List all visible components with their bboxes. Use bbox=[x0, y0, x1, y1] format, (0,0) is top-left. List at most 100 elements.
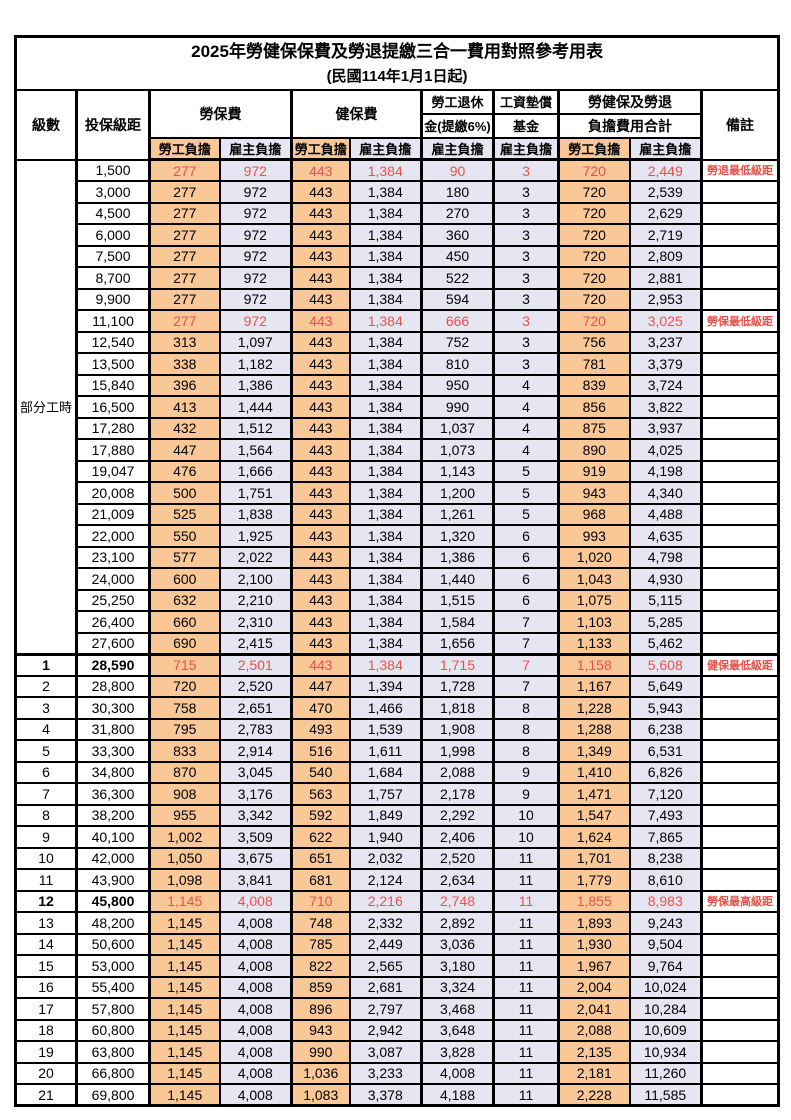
cell-bracket: 19,047 bbox=[75, 459, 151, 483]
cell-value: 4 bbox=[492, 395, 560, 419]
table-row: 1 28,590 715 2,501 443 1,384 1,715 7 1,158 5,608 健… bbox=[14, 652, 780, 677]
cell-value: 443 bbox=[290, 266, 351, 290]
cell-value: 9,243 bbox=[628, 911, 703, 935]
cell-value: 1,444 bbox=[218, 395, 293, 419]
cell-value: 4 bbox=[492, 373, 560, 397]
cell-value: 11 bbox=[492, 975, 560, 999]
cell-value: 11 bbox=[492, 997, 560, 1021]
cell-value: 1,539 bbox=[348, 717, 423, 741]
cell-value: 8,238 bbox=[628, 846, 703, 870]
cell-level: 1 bbox=[14, 652, 78, 677]
col-header-labor-insurance: 勞保費 bbox=[148, 88, 293, 139]
cell-value: 1,384 bbox=[348, 180, 423, 204]
cell-value: 1,893 bbox=[557, 911, 631, 935]
col-header-total-line1: 勞健保及勞退 bbox=[557, 88, 703, 115]
cell-value: 3,342 bbox=[218, 803, 293, 827]
cell-value: 4,635 bbox=[628, 524, 703, 548]
cell-value: 443 bbox=[290, 524, 351, 548]
cell-value: 1,073 bbox=[420, 438, 495, 462]
cell-value: 522 bbox=[420, 266, 495, 290]
cell-value: 443 bbox=[290, 287, 351, 311]
cell-value: 1,002 bbox=[148, 825, 221, 849]
cell-value: 1,384 bbox=[348, 373, 423, 397]
table-row: 24,000 600 2,100 443 1,384 1,440 6 1,043 4,930 bbox=[16, 567, 780, 591]
cell-level: 14 bbox=[14, 932, 78, 956]
cell-value: 690 bbox=[148, 631, 221, 655]
cell-level: 3 bbox=[14, 696, 78, 720]
cell-value: 3,724 bbox=[628, 373, 703, 397]
cell-value: 1,145 bbox=[148, 954, 221, 978]
cell-value: 443 bbox=[290, 373, 351, 397]
cell-value: 2,022 bbox=[218, 545, 293, 569]
cell-value: 748 bbox=[290, 911, 351, 935]
cell-value: 443 bbox=[290, 631, 351, 655]
cell-value: 1,145 bbox=[148, 1040, 221, 1064]
cell-value: 470 bbox=[290, 696, 351, 720]
table-row: 9 40,100 1,002 3,509 622 1,940 2,406 10 1,624 7,8… bbox=[14, 825, 780, 849]
cell-bracket: 3,000 bbox=[75, 180, 151, 204]
cell-value: 2,178 bbox=[420, 782, 495, 806]
cell-value: 443 bbox=[290, 201, 351, 225]
cell-note bbox=[700, 1083, 780, 1107]
cell-level: 10 bbox=[14, 846, 78, 870]
cell-bracket: 27,600 bbox=[75, 631, 151, 655]
cell-value: 1,701 bbox=[557, 846, 631, 870]
cell-value: 2,135 bbox=[557, 1040, 631, 1064]
cell-value: 443 bbox=[290, 309, 351, 333]
cell-value: 1,384 bbox=[348, 588, 423, 612]
cell-value: 577 bbox=[148, 545, 221, 569]
cell-level: 9 bbox=[14, 825, 78, 849]
cell-value: 839 bbox=[557, 373, 631, 397]
col-header-health-insurance: 健保費 bbox=[290, 88, 423, 139]
cell-value: 1,167 bbox=[557, 674, 631, 698]
table-row: 16,500 413 1,444 443 1,384 990 4 856 3,822 bbox=[16, 395, 780, 419]
cell-value: 9 bbox=[492, 760, 560, 784]
cell-note bbox=[700, 717, 780, 741]
cell-value: 4,798 bbox=[628, 545, 703, 569]
cell-value: 540 bbox=[290, 760, 351, 784]
cell-value: 7,493 bbox=[628, 803, 703, 827]
cell-value: 1,145 bbox=[148, 911, 221, 935]
cell-value: 2,088 bbox=[420, 760, 495, 784]
col-header-wage-fund-employer: 雇主負擔 bbox=[492, 136, 560, 161]
cell-value: 1,466 bbox=[348, 696, 423, 720]
cell-value: 1,133 bbox=[557, 631, 631, 655]
cell-note bbox=[700, 1018, 780, 1042]
cell-value: 7 bbox=[492, 674, 560, 698]
cell-value: 443 bbox=[290, 352, 351, 376]
table-row: 4,500 277 972 443 1,384 270 3 720 2,629 bbox=[16, 201, 780, 225]
cell-value: 443 bbox=[290, 330, 351, 354]
cell-value: 4,008 bbox=[218, 954, 293, 978]
cell-value: 10,934 bbox=[628, 1040, 703, 1064]
header-row-3: 勞工負擔 雇主負擔 勞工負擔 雇主負擔 雇主負擔 雇主負擔 勞工負擔 雇主負擔 bbox=[16, 136, 779, 161]
cell-value: 10 bbox=[492, 803, 560, 827]
cell-note bbox=[700, 846, 780, 870]
cell-bracket: 43,900 bbox=[75, 868, 151, 892]
cell-value: 1,098 bbox=[148, 868, 221, 892]
cell-value: 3,675 bbox=[218, 846, 293, 870]
cell-value: 1,440 bbox=[420, 567, 495, 591]
table-row: 17,880 447 1,564 443 1,384 1,073 4 890 4,025 bbox=[16, 438, 780, 462]
cell-value: 516 bbox=[290, 739, 351, 763]
cell-value: 1,515 bbox=[420, 588, 495, 612]
cell-value: 1,384 bbox=[348, 201, 423, 225]
cell-bracket: 22,000 bbox=[75, 524, 151, 548]
cell-value: 972 bbox=[218, 201, 293, 225]
cell-value: 6 bbox=[492, 545, 560, 569]
cell-value: 950 bbox=[420, 373, 495, 397]
cell-note: 健保最低級距 bbox=[700, 652, 780, 677]
cell-value: 2,332 bbox=[348, 911, 423, 935]
cell-value: 1,037 bbox=[420, 416, 495, 440]
cell-value: 11 bbox=[492, 1018, 560, 1042]
cell-note bbox=[700, 201, 780, 225]
table-row: 22,000 550 1,925 443 1,384 1,320 6 993 4,635 bbox=[16, 524, 780, 548]
cell-level: 11 bbox=[14, 868, 78, 892]
cell-note bbox=[700, 502, 780, 526]
table-row: 12 45,800 1,145 4,008 710 2,216 2,748 11 1,855 8,… bbox=[14, 889, 780, 913]
table-row: 16 55,400 1,145 4,008 859 2,681 3,324 11 2,004 10… bbox=[14, 975, 780, 999]
cell-note bbox=[700, 330, 780, 354]
cell-note bbox=[700, 610, 780, 634]
cell-value: 785 bbox=[290, 932, 351, 956]
cell-value: 6 bbox=[492, 588, 560, 612]
cell-value: 592 bbox=[290, 803, 351, 827]
